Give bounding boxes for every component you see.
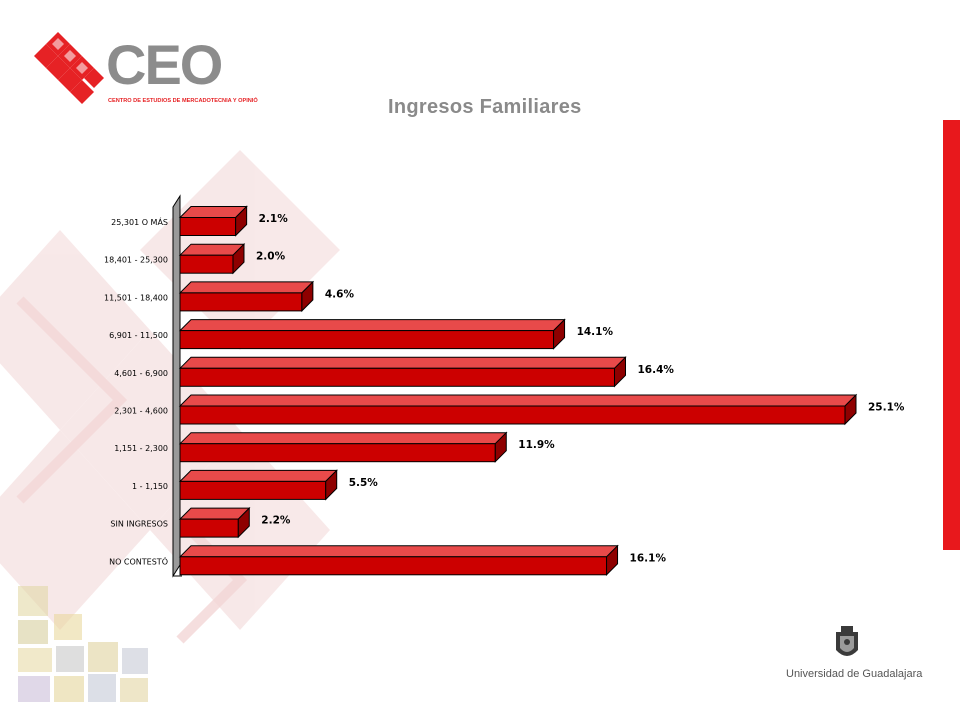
bar-front-face bbox=[179, 292, 303, 312]
bar bbox=[178, 544, 619, 577]
category-label: 25,301 O MÁS bbox=[111, 216, 168, 227]
value-label: 25.1% bbox=[868, 402, 905, 414]
value-label: 4.6% bbox=[325, 288, 355, 300]
bar-top-face bbox=[178, 319, 566, 332]
page-title: Ingresos Familiares bbox=[388, 96, 582, 118]
category-label: 11,501 - 18,400 bbox=[104, 293, 168, 302]
bar bbox=[178, 205, 248, 237]
category-label: NO CONTESTÓ bbox=[109, 555, 168, 566]
bar bbox=[178, 393, 858, 426]
logo-wordmark: CEO bbox=[106, 33, 222, 96]
university-seal-icon bbox=[836, 626, 858, 656]
bar bbox=[178, 469, 338, 501]
bar-side-face bbox=[494, 431, 507, 463]
value-label: 16.1% bbox=[630, 552, 667, 564]
category-label: 2,301 - 4,600 bbox=[114, 407, 168, 416]
ceo-logo: CEO CENTRO DE ESTUDIOS DE MERCADOTECNIA … bbox=[34, 32, 258, 104]
bar-side-face bbox=[614, 356, 627, 388]
bar-side-face bbox=[606, 544, 619, 577]
bar bbox=[178, 242, 246, 275]
value-label: 2.0% bbox=[256, 251, 286, 263]
bar-front-face bbox=[179, 518, 239, 538]
bar-top-face bbox=[178, 356, 627, 369]
bar-top-face bbox=[178, 432, 508, 445]
bar-front-face bbox=[179, 443, 496, 463]
bar-side-face bbox=[232, 242, 245, 275]
value-label: 2.2% bbox=[261, 515, 291, 527]
photo-collage bbox=[18, 586, 148, 702]
bar-front-face bbox=[179, 367, 616, 387]
bar-side-face bbox=[237, 506, 250, 539]
bar bbox=[178, 280, 315, 313]
bar-front-face bbox=[179, 254, 234, 274]
category-label: 18,401 - 25,300 bbox=[104, 256, 168, 265]
bar-top-face bbox=[178, 545, 619, 558]
bar-front-face bbox=[179, 556, 608, 576]
bar-front-face bbox=[179, 330, 555, 350]
bar-side-face bbox=[325, 469, 338, 501]
bar bbox=[178, 431, 508, 463]
bar-side-face bbox=[301, 280, 314, 313]
bar-side-face bbox=[235, 205, 248, 237]
category-label: SIN INGRESOS bbox=[110, 520, 168, 529]
value-label: 11.9% bbox=[518, 439, 555, 451]
logo-subtitle: CENTRO DE ESTUDIOS DE MERCADOTECNIA Y OP… bbox=[108, 96, 258, 104]
bar-top-face bbox=[178, 507, 251, 520]
bar-side-face bbox=[553, 318, 566, 350]
bar-front-face bbox=[179, 217, 237, 236]
value-label: 16.4% bbox=[638, 364, 675, 376]
bar-top-face bbox=[178, 469, 338, 482]
bar bbox=[178, 506, 251, 539]
accent-strip bbox=[943, 120, 960, 550]
bar-front-face bbox=[179, 405, 846, 425]
bar bbox=[178, 356, 627, 388]
category-label: 4,601 - 6,900 bbox=[114, 369, 168, 378]
axis-wall bbox=[172, 194, 181, 578]
value-label: 2.1% bbox=[259, 213, 289, 225]
university-name: Universidad de Guadalajara bbox=[786, 668, 923, 680]
bar-side-face bbox=[844, 393, 857, 426]
value-label: 14.1% bbox=[577, 326, 614, 338]
category-label: 1 - 1,150 bbox=[132, 482, 168, 491]
category-label: 1,151 - 2,300 bbox=[114, 444, 168, 453]
bar-front-face bbox=[179, 480, 327, 500]
bar bbox=[178, 318, 566, 350]
value-label: 5.5% bbox=[349, 477, 379, 489]
category-label: 6,901 - 11,500 bbox=[109, 331, 168, 340]
bar-top-face bbox=[178, 394, 858, 407]
bar-top-face bbox=[178, 281, 315, 294]
